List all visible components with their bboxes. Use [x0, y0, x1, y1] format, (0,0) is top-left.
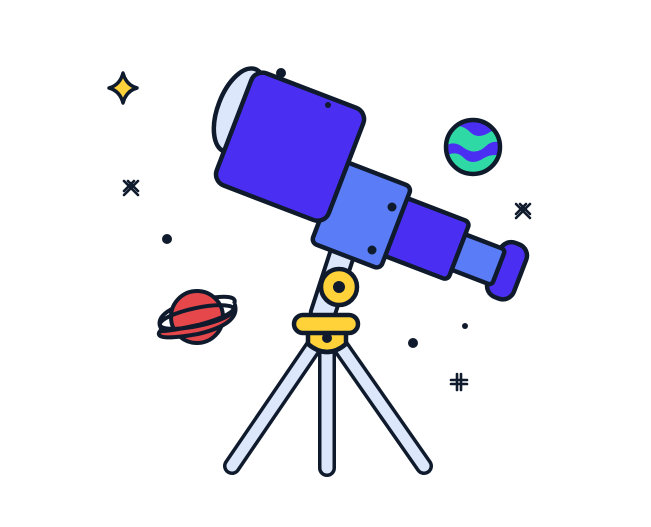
rivet-top [387, 202, 397, 212]
earth-planet-icon [443, 117, 503, 177]
sparkle-star-icon [107, 71, 139, 105]
mount-icon [291, 266, 361, 355]
dot-star-icon [162, 68, 468, 348]
rivet-bottom [367, 245, 377, 255]
ringed-planet-icon [156, 289, 238, 345]
telescope-icon [211, 66, 530, 302]
cross-star-icon [122, 179, 532, 220]
plus-star-icon [449, 372, 469, 392]
tube-main-barrel [213, 70, 367, 223]
mount-crossbar [291, 312, 361, 336]
tripod-icon [223, 331, 433, 477]
